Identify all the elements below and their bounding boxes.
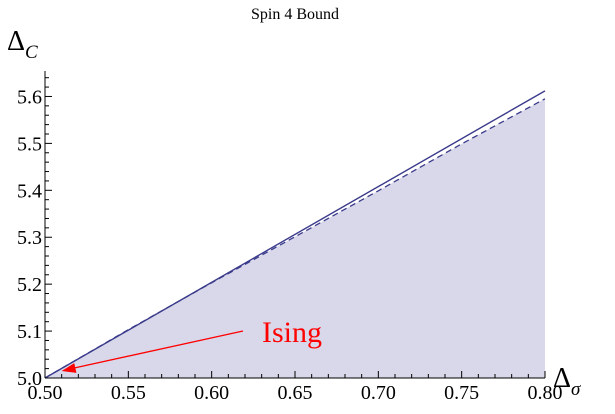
y-axis-label: ΔC (7, 26, 38, 63)
y-tick-label: 5.2 (17, 274, 42, 296)
series-line-solid (44, 90, 546, 379)
plot-area (44, 90, 546, 379)
x-tick-label: 0.60 (194, 382, 229, 404)
y-tick-label: 5.0 (17, 368, 42, 390)
x-tick-label: 0.50 (28, 382, 63, 404)
annotation-arrow-line (69, 330, 244, 370)
annotation-label: Ising (262, 316, 322, 349)
y-tick-label: 5.5 (17, 133, 42, 155)
x-axis-label-main: Δ (553, 363, 571, 394)
x-tick-label: 0.70 (361, 382, 396, 404)
bound-region-fill (45, 98, 545, 379)
annotation-arrow-head (61, 363, 77, 373)
x-axis-label: Δσ (553, 363, 581, 400)
x-tick-label: 0.75 (444, 382, 479, 404)
axis-ticks: 0.50 0.55 0.60 0.65 0.70 0.75 0.80 5.0 5.1 5.2 5.3… (17, 71, 563, 404)
y-tick-label: 5.6 (17, 86, 42, 108)
y-tick-label: 5.4 (17, 180, 42, 202)
y-axis-label-sub: C (25, 42, 38, 63)
x-tick-label: 0.55 (111, 382, 146, 404)
y-axis-label-main: Δ (7, 26, 25, 57)
x-tick-label: 0.65 (278, 382, 313, 404)
x-tick-label: 0.80 (528, 382, 563, 404)
y-tick-label: 5.3 (17, 227, 42, 249)
x-axis-label-sub: σ (571, 379, 581, 400)
ising-annotation: Ising (61, 316, 322, 373)
y-tick-label: 5.1 (17, 321, 42, 343)
chart-title: Spin 4 Bound (251, 6, 339, 23)
